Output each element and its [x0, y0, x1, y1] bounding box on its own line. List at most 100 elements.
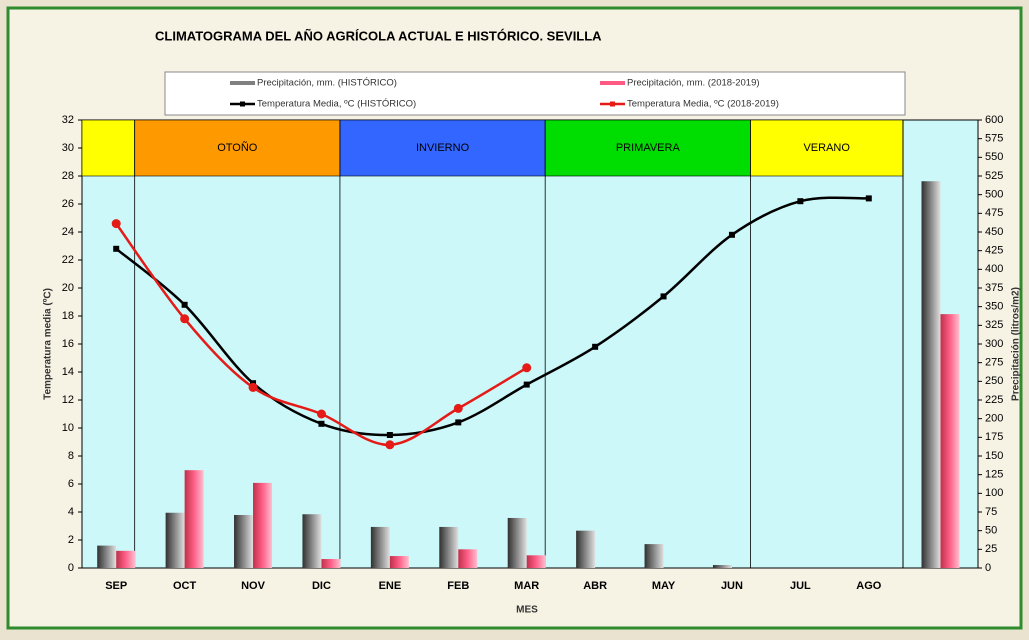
y2-tick-label: 450 [985, 226, 1003, 238]
y2-tick-label: 300 [985, 338, 1003, 350]
y2-axis-label: Precipitación (litros/m2) [1011, 287, 1022, 401]
bar [644, 544, 664, 568]
bar [507, 517, 527, 568]
x-tick-label: AGO [856, 580, 882, 592]
bar [184, 470, 204, 568]
y2-tick-label: 325 [985, 319, 1003, 331]
point [660, 293, 667, 300]
season-label: OTOÑO [217, 141, 258, 154]
y-tick-label: 2 [68, 534, 74, 546]
point [248, 382, 258, 392]
y2-tick-label: 400 [985, 263, 1003, 275]
x-tick-label: ABR [583, 580, 607, 592]
legend [164, 71, 906, 116]
y2-tick-label: 250 [985, 375, 1003, 387]
y-tick-label: 6 [68, 478, 74, 490]
y2-tick-label: 125 [985, 469, 1003, 481]
bar [234, 514, 254, 568]
point [316, 409, 326, 419]
y-tick-label: 26 [62, 198, 74, 210]
x-tick-label: MAY [652, 580, 676, 592]
point [318, 420, 325, 427]
y-tick-label: 12 [62, 394, 74, 406]
y2-tick-label: 0 [985, 562, 991, 574]
x-tick-label: ENE [379, 580, 402, 592]
y2-tick-label: 50 [985, 525, 997, 537]
bar [458, 549, 478, 568]
bar [116, 550, 136, 568]
x-tick-label: JUN [721, 580, 743, 592]
point [523, 381, 530, 388]
bar [389, 556, 409, 568]
point [386, 432, 393, 438]
bar [526, 555, 546, 568]
y2-tick-label: 575 [985, 133, 1003, 145]
bar [439, 526, 459, 568]
y2-tick-label: 75 [985, 506, 997, 518]
y2-tick-label: 225 [985, 394, 1003, 406]
y-axis-label: Temperatura media (ºC) [43, 288, 54, 400]
y-tick-label: 30 [62, 142, 74, 154]
y2-tick-label: 550 [985, 151, 1003, 163]
legend-label: Precipitación, mm. (2018-2019) [627, 78, 760, 89]
point [111, 219, 121, 229]
legend-swatch [600, 81, 625, 85]
legend-swatch [230, 81, 255, 85]
x-tick-label: MAR [514, 580, 539, 592]
bar [165, 512, 185, 568]
total-bar [921, 181, 941, 568]
y-tick-label: 16 [62, 338, 74, 350]
point [113, 245, 120, 252]
x-tick-label: OCT [173, 580, 197, 592]
legend-label: Precipitación, mm. (HISTÓRICO) [257, 78, 397, 89]
season-band [750, 119, 904, 177]
season-band [134, 119, 341, 177]
y-tick-label: 20 [62, 282, 74, 294]
bar [370, 526, 390, 568]
y2-tick-label: 175 [985, 431, 1003, 443]
y2-tick-label: 425 [985, 245, 1003, 257]
point [455, 419, 462, 426]
total-bar [940, 314, 960, 568]
season-label: INVIERNO [416, 142, 470, 154]
point [592, 343, 599, 350]
y2-tick-label: 500 [985, 189, 1003, 201]
y2-tick-label: 100 [985, 487, 1003, 499]
y2-tick-label: 475 [985, 207, 1003, 219]
x-tick-label: JUL [790, 580, 811, 592]
bar [712, 565, 732, 568]
chart-title: CLIMATOGRAMA DEL AÑO AGRÍCOLA ACTUAL E H… [155, 28, 602, 43]
season-label: VERANO [803, 142, 850, 154]
y-tick-label: 0 [68, 562, 74, 574]
x-tick-label: NOV [241, 580, 266, 592]
legend-label: Temperatura Media, ºC (HISTÓRICO) [257, 99, 416, 110]
y-tick-label: 10 [62, 422, 74, 434]
point [797, 198, 804, 205]
y2-tick-label: 600 [985, 114, 1003, 126]
y-tick-label: 24 [62, 226, 74, 238]
plot-area [81, 119, 979, 569]
y2-tick-label: 350 [985, 301, 1003, 313]
legend-marker [610, 101, 615, 107]
point [385, 440, 395, 450]
season-band [81, 119, 135, 177]
x-tick-label: DIC [312, 580, 331, 592]
x-tick-label: SEP [105, 580, 127, 592]
x-axis-label: MES [516, 605, 538, 616]
point [453, 403, 463, 413]
y2-tick-label: 150 [985, 450, 1003, 462]
y-tick-label: 8 [68, 450, 74, 462]
y-tick-label: 28 [62, 170, 74, 182]
y2-tick-label: 25 [985, 543, 997, 555]
legend-label: Temperatura Media, ºC (2018-2019) [627, 99, 779, 110]
y-tick-label: 14 [62, 366, 74, 378]
point [865, 195, 872, 202]
point [728, 231, 735, 238]
y2-tick-label: 275 [985, 357, 1003, 369]
y-tick-label: 4 [68, 506, 74, 518]
legend-marker [240, 101, 245, 107]
point [180, 314, 190, 324]
y-tick-label: 18 [62, 310, 74, 322]
point [181, 301, 188, 308]
